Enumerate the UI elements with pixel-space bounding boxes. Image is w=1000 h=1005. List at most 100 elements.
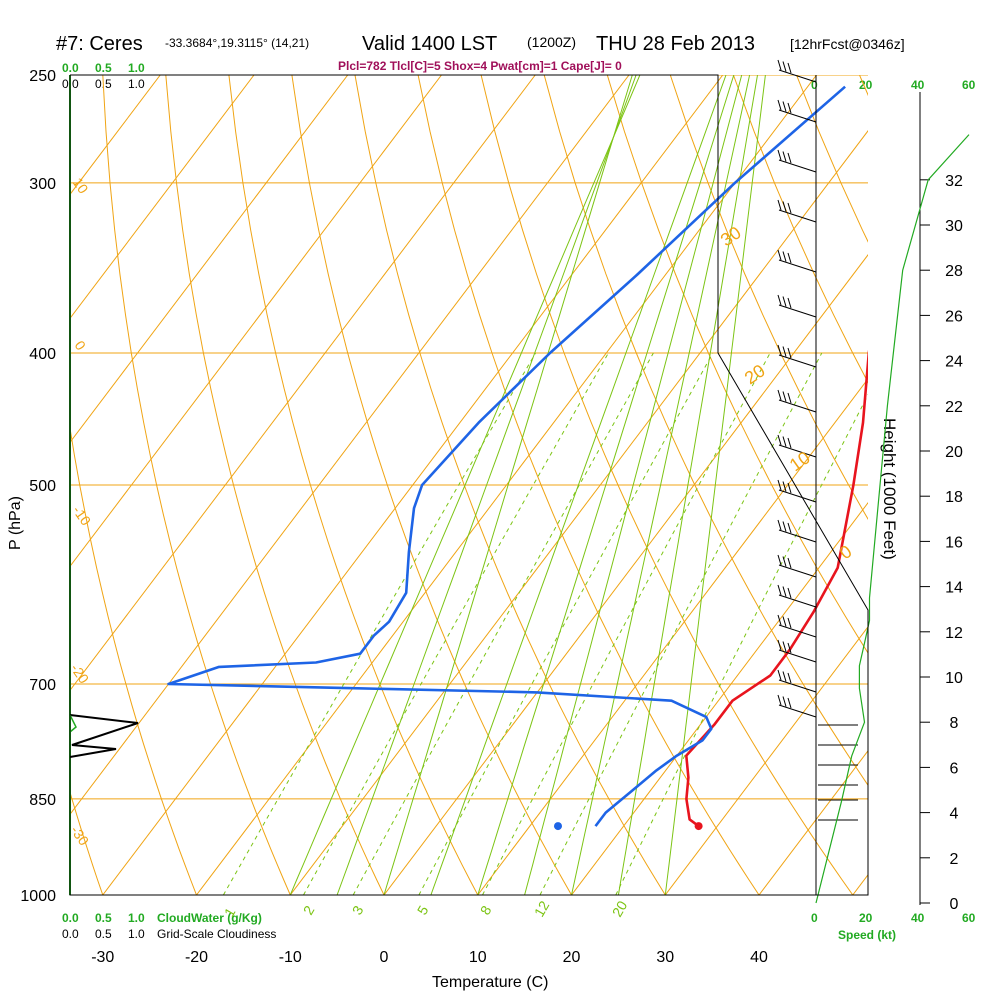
- speed-bottom-tick-1: 20: [859, 911, 873, 925]
- wind-barb-feather: [778, 60, 781, 70]
- cloudiness-bottom-tick-0: 0.0: [62, 927, 79, 941]
- height-tick-label: 30: [945, 218, 963, 235]
- wind-barb-staff: [779, 705, 816, 717]
- wind-barb-feather: [788, 673, 791, 683]
- dewpoint-trace: [169, 87, 846, 826]
- wind-barb-feather: [788, 558, 791, 568]
- wind-barb-feather: [788, 153, 791, 163]
- wind-barb-feather: [778, 695, 781, 705]
- wind-barb-feather: [778, 250, 781, 260]
- wind-barb-feather: [778, 640, 781, 650]
- height-tick-label: 8: [950, 715, 959, 732]
- cloudwater-top-tick-2: 1.0: [128, 61, 145, 75]
- wind-barb-feather: [783, 437, 786, 447]
- mixing-ratio-line: [223, 353, 535, 895]
- mixing-ratio-label: 2: [300, 903, 318, 918]
- height-tick-label: 18: [945, 489, 963, 506]
- x-tick-label: 10: [469, 949, 487, 966]
- height-tick-label: 16: [945, 534, 963, 551]
- wind-barb-staff: [779, 210, 816, 222]
- wind-barb-feather: [788, 698, 791, 708]
- mixing-ratio-label: 3: [349, 903, 367, 918]
- wind-barb-feather: [778, 520, 781, 530]
- height-tick-label: 2: [950, 851, 959, 868]
- mixing-ratio-label: 5: [414, 903, 432, 918]
- cloudwater-bottom-tick-2: 1.0: [128, 911, 145, 925]
- speed-top-tick-2: 40: [911, 78, 925, 92]
- mixing-ratio-line: [616, 353, 890, 895]
- station-title: #7: Ceres: [56, 33, 143, 55]
- wind-barb-feather: [783, 522, 786, 532]
- dry-adiabat-label: 10: [70, 175, 92, 197]
- dry-adiabat-label: -30: [68, 823, 93, 849]
- y-tick-label: 250: [29, 68, 56, 85]
- x-tick-label: -30: [91, 949, 114, 966]
- zulu-time: (1200Z): [527, 34, 576, 50]
- wind-barb-feather: [788, 438, 791, 448]
- cloudwater-bottom-tick-0: 0.0: [62, 911, 79, 925]
- cloudiness-top-tick-2: 1.0: [128, 77, 145, 91]
- height-tick-label: 32: [945, 173, 963, 190]
- wind-barb-feather: [778, 555, 781, 565]
- wind-barb-feather: [788, 618, 791, 628]
- y-tick-label: 300: [29, 176, 56, 193]
- height-tick-label: 24: [945, 354, 963, 371]
- cloudwater-bottom-scale: 0.0 0.5 1.0 CloudWater (g/Kg) 0.0 0.5 1.…: [62, 911, 276, 941]
- isotherm-line: [853, 75, 1000, 895]
- dry-adiabat-label: -10: [70, 503, 95, 529]
- x-tick-label: 20: [563, 949, 581, 966]
- wind-barb-staff: [779, 160, 816, 172]
- height-tick-label: 22: [945, 399, 963, 416]
- wind-barb-staff: [779, 565, 816, 577]
- wind-barb-feather: [788, 523, 791, 533]
- wind-barb-feather: [783, 202, 786, 212]
- wind-barb-staff: [779, 490, 816, 502]
- wind-barb-feather: [778, 585, 781, 595]
- speed-label: Speed (kt): [838, 928, 896, 942]
- speed-bottom-scale: 0 20 40 60 Speed (kt): [811, 911, 976, 942]
- cloudwater-top-tick-1: 0.5: [95, 61, 112, 75]
- cloudwater-bottom-tick-1: 0.5: [95, 911, 112, 925]
- y-tick-label: 500: [29, 478, 56, 495]
- height-tick-label: 26: [945, 308, 963, 325]
- wind-barb-feather: [788, 588, 791, 598]
- wind-barb-feather: [783, 102, 786, 112]
- x-tick-label: -20: [185, 949, 208, 966]
- y-axis-label: P (hPa): [7, 496, 24, 550]
- mixing-ratio-label: 12: [531, 898, 553, 920]
- height-tick-label: 14: [945, 580, 963, 597]
- y-tick-label: 400: [29, 346, 56, 363]
- speed-bottom-tick-2: 40: [911, 911, 925, 925]
- wind-barb-feather: [778, 615, 781, 625]
- temperature-trace: [686, 98, 963, 826]
- wind-barbs: [778, 60, 858, 820]
- surface-dew-marker: [554, 822, 562, 830]
- cloudiness-bottom-tick-1: 0.5: [95, 927, 112, 941]
- isotherm-label: 30: [717, 222, 745, 250]
- wind-barb-feather: [783, 152, 786, 162]
- wind-barb-staff: [779, 680, 816, 692]
- wind-barb-feather: [778, 150, 781, 160]
- mixing-ratio-label: 8: [477, 903, 495, 918]
- y-tick-label: 1000: [20, 888, 56, 905]
- wind-barb-feather: [783, 62, 786, 72]
- x-axis-label: Temperature (C): [432, 974, 548, 991]
- cloudiness-trace: [70, 715, 138, 757]
- isotherm-label: 10: [786, 447, 814, 475]
- speed-bottom-tick-0: 0: [811, 911, 818, 925]
- isotherm-label: 20: [741, 360, 769, 388]
- height-axis-label: Height (1000 Feet): [880, 418, 899, 560]
- forecast-info: [12hrFcst@0346z]: [790, 36, 905, 52]
- x-tick-label: 40: [750, 949, 768, 966]
- wind-barb-feather: [788, 393, 791, 403]
- cloudiness-label: Grid-Scale Cloudiness: [157, 927, 276, 941]
- y-tick-label: 850: [29, 792, 56, 809]
- wind-barb-feather: [783, 672, 786, 682]
- valid-date: THU 28 Feb 2013: [596, 33, 755, 55]
- cloudiness-bottom-tick-2: 1.0: [128, 927, 145, 941]
- wind-barb-feather: [788, 63, 791, 73]
- wind-barb-feather: [783, 392, 786, 402]
